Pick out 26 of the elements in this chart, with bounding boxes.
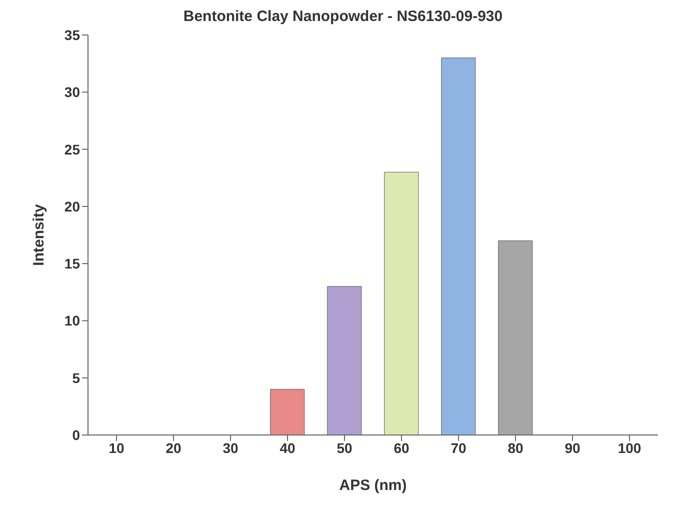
x-tick-label: 40 xyxy=(280,440,296,456)
y-tick-label: 25 xyxy=(64,141,80,158)
bar xyxy=(441,58,476,435)
y-axis-title: Intensity xyxy=(30,204,48,266)
y-tick-label: 20 xyxy=(64,198,80,214)
y-tick-label: 30 xyxy=(64,84,80,100)
chart-title: Bentonite Clay Nanopowder - NS6130-09-930 xyxy=(182,8,504,25)
y-tick-label: 35 xyxy=(64,26,80,43)
y-tick-label: 5 xyxy=(72,370,80,386)
y-tick-label: 15 xyxy=(64,256,80,272)
x-tick-label: 80 xyxy=(508,440,524,456)
y-tick-label: 0 xyxy=(72,426,80,443)
x-axis-title: APS (nm) xyxy=(339,477,407,494)
x-tick-label: 30 xyxy=(222,440,238,456)
y-tick-label: 10 xyxy=(64,312,80,329)
x-tick-label: 20 xyxy=(166,440,182,456)
bar xyxy=(498,240,533,435)
x-tick-label: 90 xyxy=(564,440,580,456)
x-tick-label: 100 xyxy=(618,440,642,456)
bar xyxy=(384,172,419,435)
x-tick-label: 70 xyxy=(450,440,466,456)
bar xyxy=(327,286,362,435)
bar xyxy=(270,389,305,435)
x-tick-label: 60 xyxy=(394,440,410,456)
x-tick-label: 50 xyxy=(336,440,352,456)
x-tick-label: 10 xyxy=(108,440,124,456)
